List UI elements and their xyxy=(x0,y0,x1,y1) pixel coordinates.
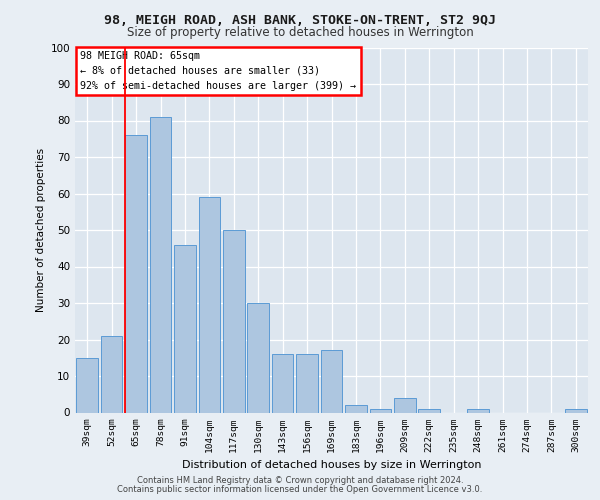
Bar xyxy=(272,354,293,412)
Bar xyxy=(321,350,342,412)
Bar xyxy=(418,409,440,412)
Bar xyxy=(174,244,196,412)
Bar xyxy=(394,398,416,412)
Bar xyxy=(467,409,489,412)
Bar xyxy=(150,117,171,412)
Text: Size of property relative to detached houses in Werrington: Size of property relative to detached ho… xyxy=(127,26,473,39)
Bar xyxy=(76,358,98,412)
Bar xyxy=(565,409,587,412)
Bar xyxy=(247,303,269,412)
Text: Contains public sector information licensed under the Open Government Licence v3: Contains public sector information licen… xyxy=(118,484,482,494)
Text: 98, MEIGH ROAD, ASH BANK, STOKE-ON-TRENT, ST2 9QJ: 98, MEIGH ROAD, ASH BANK, STOKE-ON-TRENT… xyxy=(104,14,496,27)
Bar xyxy=(223,230,245,412)
Bar xyxy=(370,409,391,412)
Y-axis label: Number of detached properties: Number of detached properties xyxy=(37,148,46,312)
Text: 98 MEIGH ROAD: 65sqm
← 8% of detached houses are smaller (33)
92% of semi-detach: 98 MEIGH ROAD: 65sqm ← 8% of detached ho… xyxy=(80,51,356,91)
Bar xyxy=(345,405,367,412)
X-axis label: Distribution of detached houses by size in Werrington: Distribution of detached houses by size … xyxy=(182,460,481,470)
Bar xyxy=(101,336,122,412)
Bar xyxy=(199,197,220,412)
Bar xyxy=(296,354,318,412)
Bar xyxy=(125,135,147,412)
Text: Contains HM Land Registry data © Crown copyright and database right 2024.: Contains HM Land Registry data © Crown c… xyxy=(137,476,463,485)
